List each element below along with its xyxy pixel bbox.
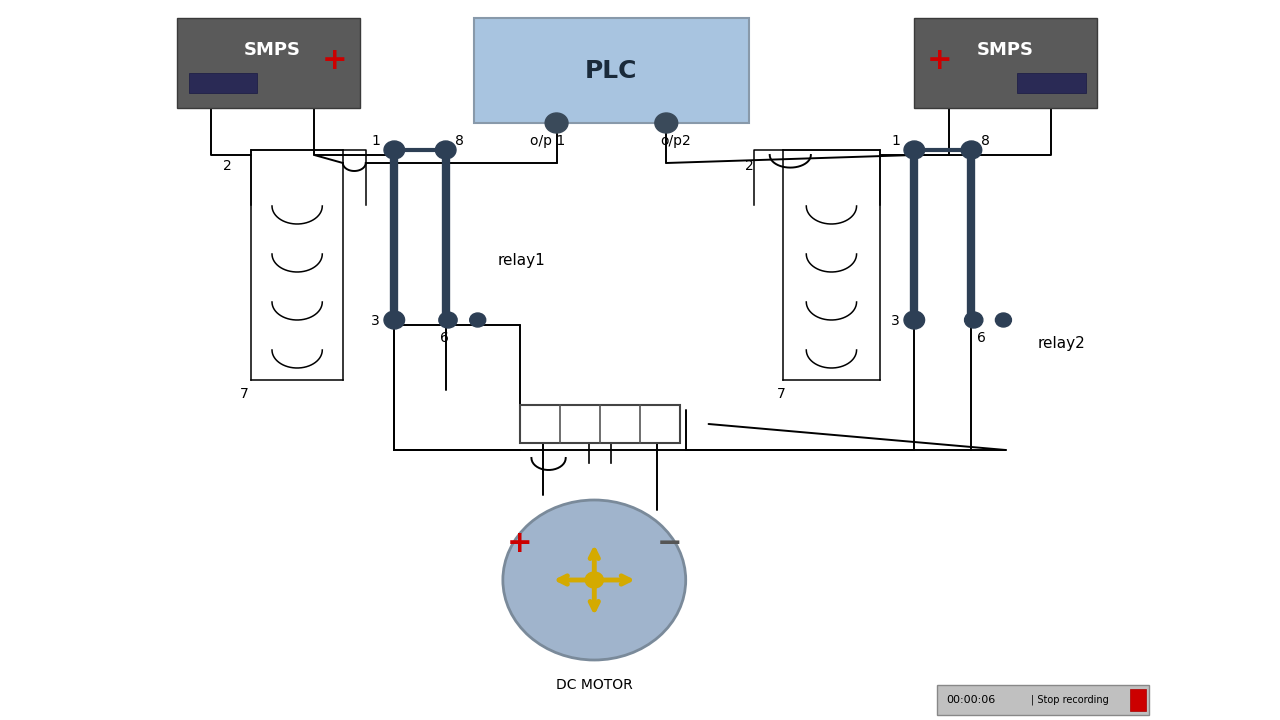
FancyBboxPatch shape [1018, 73, 1085, 93]
Text: o/p 1: o/p 1 [530, 134, 564, 148]
Circle shape [965, 312, 983, 328]
Text: 6: 6 [440, 331, 449, 345]
Circle shape [961, 141, 982, 159]
Circle shape [904, 141, 924, 159]
Text: +: + [927, 45, 952, 74]
Text: relay1: relay1 [497, 253, 545, 268]
Circle shape [384, 311, 404, 329]
Circle shape [503, 500, 686, 660]
Text: 7: 7 [777, 387, 786, 401]
FancyBboxPatch shape [475, 18, 749, 123]
Text: 2: 2 [745, 159, 754, 173]
Circle shape [439, 312, 457, 328]
Text: SMPS: SMPS [977, 41, 1034, 59]
FancyBboxPatch shape [1130, 689, 1147, 711]
Text: DC MOTOR: DC MOTOR [556, 678, 632, 692]
Text: 2: 2 [223, 159, 232, 173]
Text: 3: 3 [371, 314, 380, 328]
Text: +: + [323, 45, 348, 74]
Text: 00:00:06: 00:00:06 [946, 695, 996, 705]
Circle shape [996, 313, 1011, 327]
Circle shape [655, 113, 677, 133]
FancyBboxPatch shape [520, 405, 680, 443]
Text: 1: 1 [891, 134, 900, 148]
Text: 8: 8 [980, 134, 989, 148]
Circle shape [545, 113, 568, 133]
FancyBboxPatch shape [914, 18, 1097, 108]
Text: 8: 8 [454, 134, 463, 148]
Text: | Stop recording: | Stop recording [1030, 695, 1108, 706]
Text: 3: 3 [891, 314, 900, 328]
Circle shape [585, 572, 603, 588]
Text: +: + [507, 529, 532, 559]
Text: SMPS: SMPS [243, 41, 301, 59]
Text: 7: 7 [241, 387, 248, 401]
Text: −: − [657, 529, 682, 559]
Text: relay2: relay2 [1038, 336, 1085, 351]
FancyBboxPatch shape [937, 685, 1148, 715]
FancyBboxPatch shape [177, 18, 360, 108]
Circle shape [435, 141, 456, 159]
Circle shape [384, 141, 404, 159]
Text: 6: 6 [977, 331, 986, 345]
Circle shape [904, 311, 924, 329]
Circle shape [470, 313, 485, 327]
Text: o/p2: o/p2 [660, 134, 691, 148]
Text: 1: 1 [371, 134, 380, 148]
Text: PLC: PLC [585, 58, 637, 83]
FancyBboxPatch shape [188, 73, 257, 93]
